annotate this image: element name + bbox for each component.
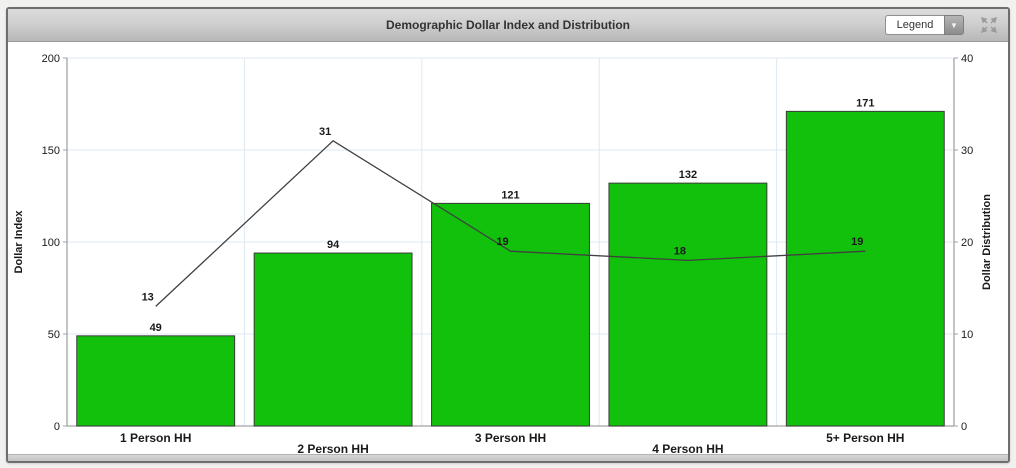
category-label-3-person-hh: 3 Person HH xyxy=(475,431,546,445)
expand-arrows-icon xyxy=(980,16,998,34)
chevron-down-icon: ▼ xyxy=(950,20,958,30)
category-label-4-person-hh: 4 Person HH xyxy=(652,442,723,454)
category-label-2-person-hh: 2 Person HH xyxy=(297,442,368,454)
legend-button[interactable]: Legend xyxy=(885,15,944,35)
chart-text: 200 xyxy=(42,53,60,65)
bar-4-person-hh[interactable] xyxy=(608,182,768,427)
line-value-label: 31 xyxy=(319,126,331,138)
chart-widget: Demographic Dollar Index and Distributio… xyxy=(6,7,1010,463)
widget-titlebar: Demographic Dollar Index and Distributio… xyxy=(8,9,1008,42)
left-axis-title: Dollar Index xyxy=(13,210,25,274)
chart-text: 100 xyxy=(42,237,60,249)
line-value-label: 19 xyxy=(496,236,508,248)
chart-text: 0 xyxy=(961,421,967,433)
bar-value-label: 171 xyxy=(856,97,874,109)
bar-value-label: 94 xyxy=(327,239,340,251)
chart-text: 150 xyxy=(42,145,60,157)
chart-text: 10 xyxy=(961,329,973,341)
category-label-5-person-hh: 5+ Person HH xyxy=(826,431,904,445)
legend-dropdown-button[interactable]: ▼ xyxy=(944,15,964,35)
expand-button[interactable] xyxy=(980,16,998,34)
legend-control: Legend ▼ xyxy=(885,15,964,35)
line-value-label: 19 xyxy=(851,236,863,248)
right-axis-title: Dollar Distribution xyxy=(981,194,993,290)
line-value-label: 18 xyxy=(674,245,686,257)
category-label-1-person-hh: 1 Person HH xyxy=(120,431,191,445)
chart-text: 0 xyxy=(54,421,60,433)
line-dollar-distribution xyxy=(155,139,866,307)
chart-title: Demographic Dollar Index and Distributio… xyxy=(385,18,631,32)
chart-text: 50 xyxy=(48,329,60,341)
bar-1-person-hh[interactable] xyxy=(76,335,236,427)
bar-3-person-hh[interactable] xyxy=(431,202,590,427)
chart-text: 40 xyxy=(961,53,973,65)
bar-value-label: 121 xyxy=(501,189,519,201)
chart-text: 30 xyxy=(961,145,973,157)
chart-text: 20 xyxy=(961,237,973,249)
chart-region: 0 50 100 150 200 0 10 20 30 40 Dollar Index Dollar … xyxy=(8,42,1008,456)
bar-2-person-hh[interactable] xyxy=(253,252,413,427)
bar-value-label: 132 xyxy=(679,169,697,181)
widget-footer-bar xyxy=(8,454,1008,461)
bar-value-label: 49 xyxy=(150,322,162,334)
bar-5-person-hh[interactable] xyxy=(785,110,945,427)
line-value-label: 13 xyxy=(142,291,154,303)
chart-svg: 0 50 100 150 200 0 10 20 30 40 Dollar Index Dollar … xyxy=(13,53,993,456)
